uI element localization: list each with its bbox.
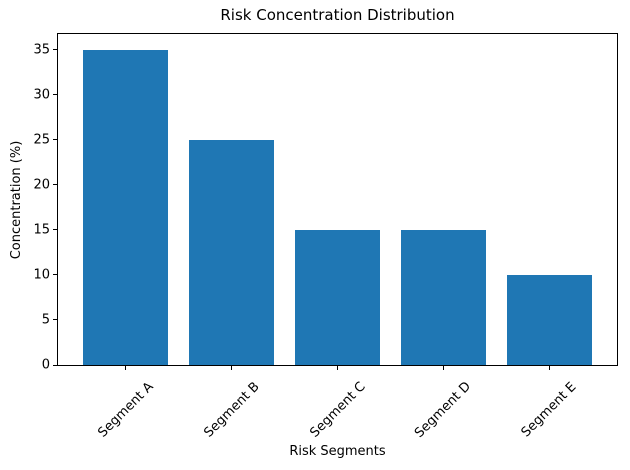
- y-tick-label: 20: [33, 177, 50, 193]
- x-tick-mark: [231, 366, 233, 370]
- y-tick-mark: [53, 229, 57, 231]
- x-tick-label: Segment C: [306, 379, 369, 441]
- x-tick-label: Segment A: [95, 379, 157, 441]
- x-tick-label: Segment E: [518, 379, 580, 441]
- x-axis-label: Risk Segments: [289, 444, 386, 459]
- x-tick-mark: [125, 366, 127, 370]
- chart-title: Risk Concentration Distribution: [220, 6, 455, 24]
- y-tick-mark: [53, 139, 57, 141]
- y-axis-label: Concentration (%): [9, 140, 24, 260]
- bar-segment-d: [401, 229, 486, 365]
- x-tick-mark: [442, 366, 444, 370]
- y-tick-label: 10: [33, 267, 50, 283]
- y-tick-mark: [53, 319, 57, 321]
- bar-segment-b: [189, 139, 274, 365]
- y-tick-label: 30: [33, 87, 50, 103]
- y-tick-label: 5: [41, 312, 50, 328]
- y-tick-mark: [53, 184, 57, 186]
- bar-segment-e: [506, 274, 592, 365]
- y-tick-mark: [53, 364, 57, 366]
- x-tick-label: Segment D: [412, 379, 475, 441]
- bar-segment-a: [83, 49, 169, 365]
- x-tick-mark: [548, 366, 550, 370]
- y-tick-label: 15: [33, 222, 50, 238]
- y-tick-mark: [53, 94, 57, 96]
- bar-segment-c: [295, 229, 380, 365]
- plot-area: [57, 33, 618, 366]
- y-tick-label: 0: [41, 357, 50, 373]
- x-tick-label: Segment B: [201, 379, 263, 441]
- y-tick-label: 35: [33, 42, 50, 58]
- y-tick-mark: [53, 49, 57, 51]
- y-tick-label: 25: [33, 132, 50, 148]
- x-tick-mark: [337, 366, 338, 370]
- y-tick-mark: [53, 274, 57, 276]
